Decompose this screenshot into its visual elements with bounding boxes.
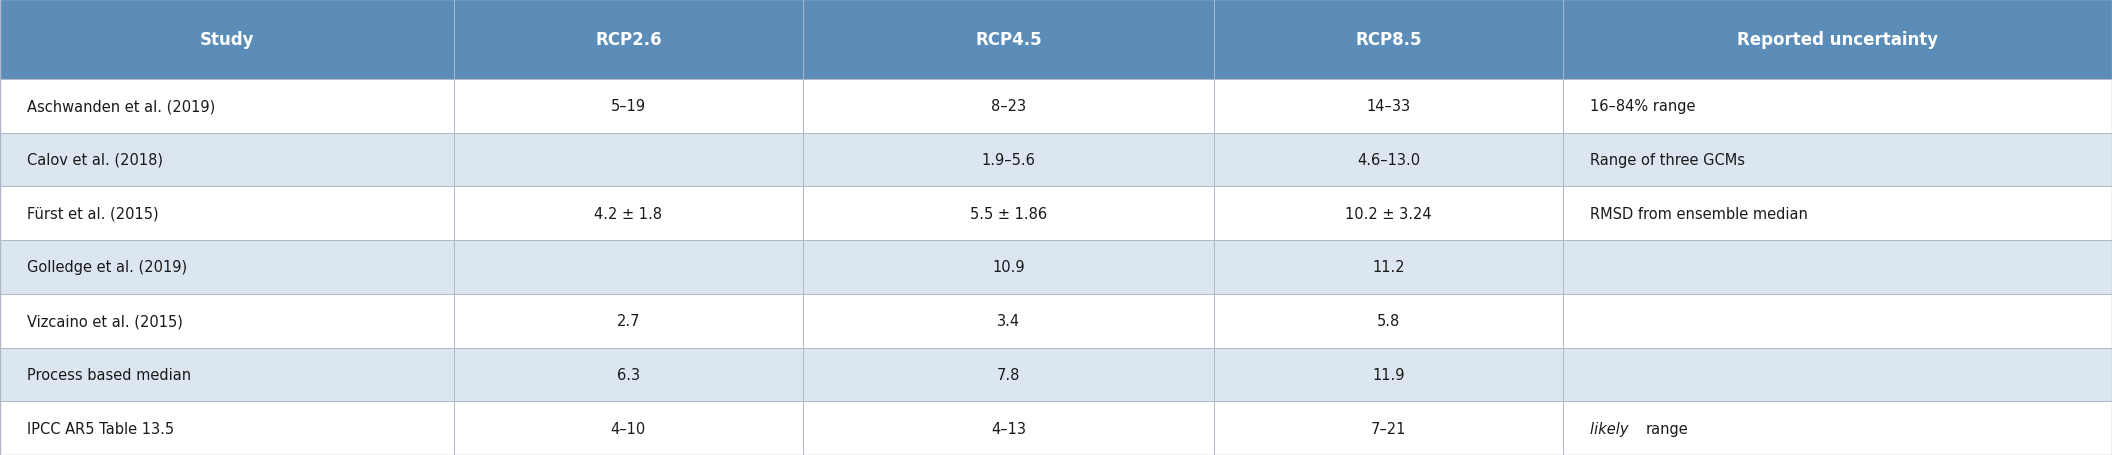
Text: 11.9: 11.9 bbox=[1373, 367, 1404, 382]
Text: 5.8: 5.8 bbox=[1377, 313, 1400, 329]
Bar bbox=[0, 80, 454, 133]
Bar bbox=[454, 80, 803, 133]
Bar bbox=[0, 133, 454, 187]
Bar bbox=[1563, 133, 2112, 187]
Bar bbox=[1563, 241, 2112, 294]
Text: 14–33: 14–33 bbox=[1366, 99, 1411, 114]
Bar bbox=[1214, 401, 1563, 455]
Bar bbox=[803, 80, 1214, 133]
Bar bbox=[0, 294, 454, 348]
Bar bbox=[0, 187, 454, 241]
Bar bbox=[803, 241, 1214, 294]
Text: Vizcaino et al. (2015): Vizcaino et al. (2015) bbox=[27, 313, 184, 329]
Text: RCP2.6: RCP2.6 bbox=[596, 31, 661, 49]
Bar bbox=[454, 133, 803, 187]
Text: Calov et al. (2018): Calov et al. (2018) bbox=[27, 152, 163, 167]
Bar bbox=[803, 401, 1214, 455]
Text: IPCC AR5 Table 13.5: IPCC AR5 Table 13.5 bbox=[27, 421, 175, 436]
Bar bbox=[0, 241, 454, 294]
Text: Fürst et al. (2015): Fürst et al. (2015) bbox=[27, 206, 158, 221]
Text: 5–19: 5–19 bbox=[610, 99, 646, 114]
Text: RCP8.5: RCP8.5 bbox=[1356, 31, 1421, 49]
Bar bbox=[1214, 348, 1563, 401]
Bar bbox=[454, 294, 803, 348]
Bar bbox=[1214, 294, 1563, 348]
Text: range: range bbox=[1645, 421, 1690, 436]
Text: Range of three GCMs: Range of three GCMs bbox=[1590, 152, 1745, 167]
Bar bbox=[803, 0, 1214, 80]
Bar bbox=[454, 241, 803, 294]
Text: Process based median: Process based median bbox=[27, 367, 192, 382]
Bar bbox=[803, 133, 1214, 187]
Text: 6.3: 6.3 bbox=[617, 367, 640, 382]
Text: 4.2 ± 1.8: 4.2 ± 1.8 bbox=[593, 206, 663, 221]
Text: 16–84% range: 16–84% range bbox=[1590, 99, 1696, 114]
Bar bbox=[1563, 80, 2112, 133]
Text: Reported uncertainty: Reported uncertainty bbox=[1736, 31, 1939, 49]
Bar bbox=[1563, 294, 2112, 348]
Bar bbox=[454, 187, 803, 241]
Text: 4–13: 4–13 bbox=[991, 421, 1026, 436]
Text: 1.9–5.6: 1.9–5.6 bbox=[982, 152, 1035, 167]
Bar bbox=[1563, 187, 2112, 241]
Text: Golledge et al. (2019): Golledge et al. (2019) bbox=[27, 260, 188, 275]
Bar bbox=[1563, 348, 2112, 401]
Text: RMSD from ensemble median: RMSD from ensemble median bbox=[1590, 206, 1808, 221]
Text: RCP4.5: RCP4.5 bbox=[976, 31, 1041, 49]
Bar bbox=[454, 0, 803, 80]
Bar bbox=[1563, 0, 2112, 80]
Bar bbox=[0, 0, 454, 80]
Text: 8–23: 8–23 bbox=[991, 99, 1026, 114]
Text: 10.2 ± 3.24: 10.2 ± 3.24 bbox=[1345, 206, 1432, 221]
Text: 4–10: 4–10 bbox=[610, 421, 646, 436]
Text: 2.7: 2.7 bbox=[617, 313, 640, 329]
Text: 7.8: 7.8 bbox=[997, 367, 1020, 382]
Bar bbox=[1214, 241, 1563, 294]
Bar bbox=[1563, 401, 2112, 455]
Bar bbox=[803, 348, 1214, 401]
Bar bbox=[454, 348, 803, 401]
Bar bbox=[803, 187, 1214, 241]
Bar bbox=[1214, 187, 1563, 241]
Text: Study: Study bbox=[201, 31, 253, 49]
Text: 7–21: 7–21 bbox=[1371, 421, 1407, 436]
Text: 5.5 ± 1.86: 5.5 ± 1.86 bbox=[969, 206, 1048, 221]
Text: 3.4: 3.4 bbox=[997, 313, 1020, 329]
Bar bbox=[1214, 133, 1563, 187]
Bar bbox=[1214, 0, 1563, 80]
Bar bbox=[0, 401, 454, 455]
Bar bbox=[0, 348, 454, 401]
Text: Aschwanden et al. (2019): Aschwanden et al. (2019) bbox=[27, 99, 215, 114]
Text: 10.9: 10.9 bbox=[993, 260, 1024, 275]
Bar bbox=[803, 294, 1214, 348]
Bar bbox=[454, 401, 803, 455]
Text: 11.2: 11.2 bbox=[1373, 260, 1404, 275]
Text: likely: likely bbox=[1590, 421, 1633, 436]
Text: 4.6–13.0: 4.6–13.0 bbox=[1358, 152, 1419, 167]
Bar bbox=[1214, 80, 1563, 133]
